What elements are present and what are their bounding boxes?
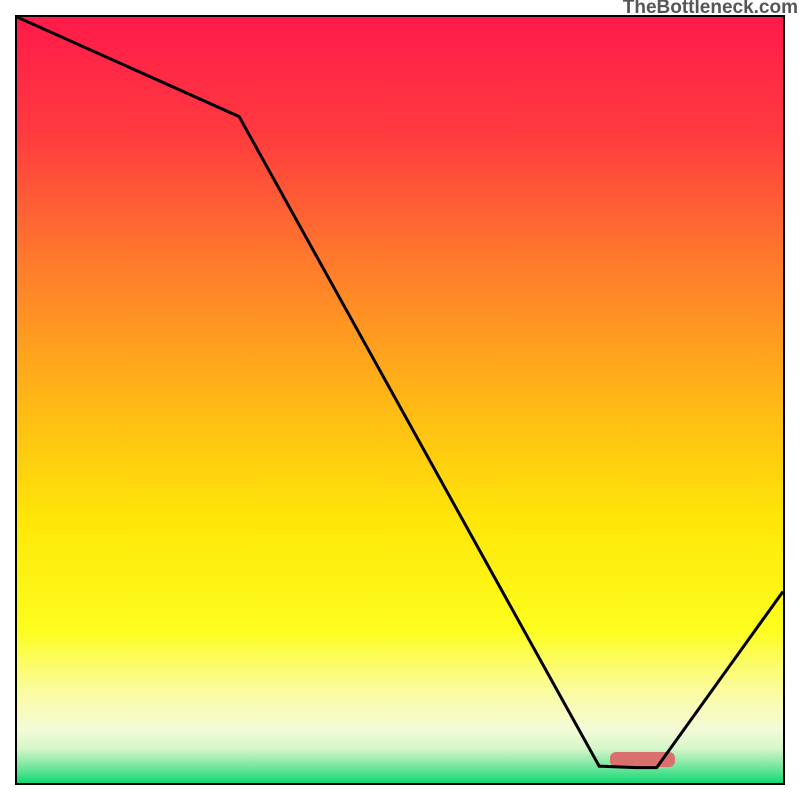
- series-line: [17, 17, 783, 783]
- chart-container: TheBottleneck.com: [0, 0, 800, 800]
- plot-area: [15, 15, 785, 785]
- watermark-text: TheBottleneck.com: [623, 0, 798, 19]
